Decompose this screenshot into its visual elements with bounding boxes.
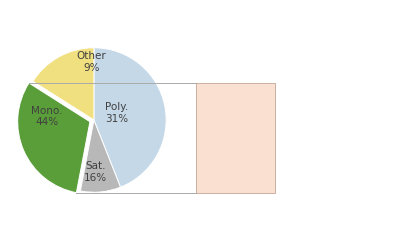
FancyBboxPatch shape xyxy=(196,83,274,193)
Wedge shape xyxy=(94,48,166,187)
Text: Other
9%: Other 9% xyxy=(77,51,107,73)
Text: Poly.
31%: Poly. 31% xyxy=(106,102,129,124)
Text: Mono.
44%: Mono. 44% xyxy=(31,106,63,127)
Wedge shape xyxy=(18,83,90,193)
Text: Sat.
16%: Sat. 16% xyxy=(84,161,107,183)
Wedge shape xyxy=(81,120,121,192)
Text: Omega6
31%: Omega6 31% xyxy=(210,124,261,152)
Wedge shape xyxy=(33,48,94,120)
